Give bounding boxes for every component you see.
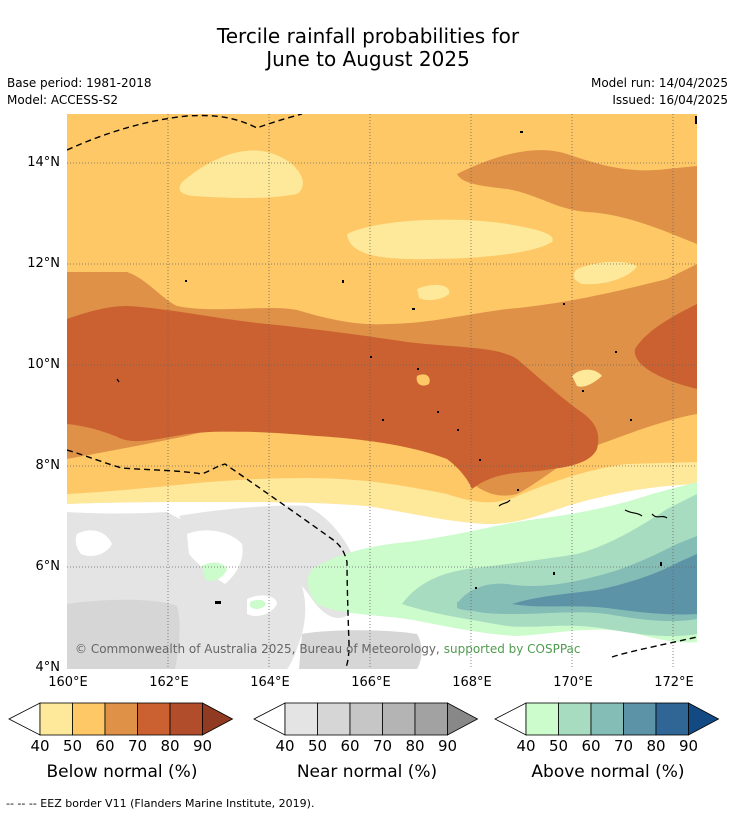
near-normal-colorbar-title: Near normal (%): [296, 762, 438, 782]
below-colorbar-tick: 70: [127, 737, 148, 755]
lat-label-8n: 8°N: [35, 458, 61, 473]
lat-label-4n: 4°N: [35, 660, 61, 675]
below-colorbar-tick: 80: [160, 737, 180, 755]
above-colorbar-segment: [558, 702, 592, 736]
below-40-patch-3: [573, 261, 637, 285]
above-colorbar-tick: 90: [678, 737, 699, 755]
above-colorbar-tick: 60: [581, 737, 601, 755]
issued-date: Issued: 16/04/2025: [612, 93, 728, 107]
below-colorbar-segment: [104, 702, 138, 736]
below-70-region: [67, 306, 599, 493]
chart-title-line1: Tercile rainfall probabilities for: [216, 24, 520, 48]
eez-footnote: -- -- -- EEZ border V11 (Flanders Marine…: [6, 797, 315, 810]
near-colorbar-segment: [284, 702, 318, 736]
near-colorbar-low-extend: [253, 702, 286, 736]
atoll-outlines: [116, 378, 668, 519]
below-colorbar-segment: [39, 702, 73, 736]
near-colorbar-segment: [382, 702, 416, 736]
below-40-patch-2: [347, 219, 553, 260]
below-colorbar-tick: 50: [62, 737, 83, 755]
below-normal-colorbar-title: Below normal (%): [46, 762, 198, 782]
below-colorbar-segment: [72, 702, 106, 736]
near-colorbar-tick: 90: [437, 737, 458, 755]
lat-label-12n: 12°N: [27, 256, 60, 271]
map-gridlines: [67, 114, 697, 669]
above-colorbar-tick: 40: [516, 737, 536, 755]
above-40-patch-2: [250, 599, 266, 609]
lon-label-162e: 162°E: [149, 675, 189, 690]
below-colorbar-tick: 60: [95, 737, 115, 755]
island-markers: [185, 116, 697, 604]
near-colorbar-segment: [317, 702, 351, 736]
above-colorbar-segment: [655, 702, 689, 736]
lon-label-166e: 166°E: [351, 675, 391, 690]
near-normal-colorbar: [253, 702, 479, 736]
above-60-patch: [457, 600, 492, 611]
below-40-south-band: [67, 462, 697, 524]
above-normal-colorbar-title: Above normal (%): [531, 762, 685, 782]
rainfall-probability-map: © Commonwealth of Australia 2025, Bureau…: [67, 114, 697, 669]
lon-label-164e: 164°E: [250, 675, 290, 690]
above-colorbar-high-extend: [688, 702, 720, 736]
above-colorbar-segment: [525, 702, 559, 736]
above-colorbar-segment: [623, 702, 657, 736]
below-normal-colorbar: [8, 702, 234, 736]
below-colorbar-tick: 40: [30, 737, 50, 755]
near-colorbar-tick: 40: [275, 737, 295, 755]
lat-label-14n: 14°N: [27, 155, 60, 170]
base-period: Base period: 1981-2018: [7, 76, 152, 90]
above-colorbar-tick: 80: [646, 737, 666, 755]
model-run: Model run: 14/04/2025: [590, 76, 728, 90]
below-40-pocket: [572, 369, 602, 387]
near-colorbar-high-extend: [447, 702, 479, 736]
below-60-region-north: [457, 150, 697, 244]
above-colorbar-tick: 70: [613, 737, 634, 755]
above-70-region: [512, 554, 697, 615]
lon-label-170e: 170°E: [553, 675, 593, 690]
near-colorbar-segment: [414, 702, 448, 736]
below-colorbar-segment: [169, 702, 203, 736]
near-colorbar-tick: 80: [405, 737, 425, 755]
lon-label-172e: 172°E: [654, 675, 694, 690]
near-colorbar-tick: 70: [372, 737, 393, 755]
below-50-south-band: [67, 431, 474, 499]
near-colorbar-tick: 50: [307, 737, 328, 755]
below-50-pocket: [416, 374, 430, 386]
chart-title-line2: June to August 2025: [266, 47, 470, 71]
eez-border: [67, 114, 697, 669]
white-hole-2: [187, 530, 243, 584]
near-colorbar-tick: 60: [340, 737, 360, 755]
below-40-patch-4: [417, 284, 450, 301]
near-50-region: [67, 599, 180, 669]
below-40-patch-1: [179, 150, 303, 198]
white-hole-1: [75, 530, 112, 556]
above-colorbar-tick: 50: [548, 737, 569, 755]
lon-label-160e: 160°E: [48, 675, 88, 690]
near-50-region-2: [299, 630, 422, 669]
model-name: Model: ACCESS-S2: [7, 93, 119, 107]
copyright-text: © Commonwealth of Australia 2025, Bureau…: [75, 642, 581, 656]
below-70-region-east: [634, 304, 697, 389]
above-colorbar-low-extend: [494, 702, 527, 736]
below-colorbar-high-extend: [202, 702, 234, 736]
lat-label-10n: 10°N: [27, 357, 60, 372]
above-colorbar-segment: [590, 702, 624, 736]
below-colorbar-tick: 90: [192, 737, 213, 755]
lon-label-168e: 168°E: [452, 675, 492, 690]
below-colorbar-low-extend: [8, 702, 41, 736]
lat-label-6n: 6°N: [35, 559, 61, 574]
below-colorbar-segment: [137, 702, 171, 736]
above-normal-colorbar: [494, 702, 720, 736]
near-colorbar-segment: [349, 702, 383, 736]
